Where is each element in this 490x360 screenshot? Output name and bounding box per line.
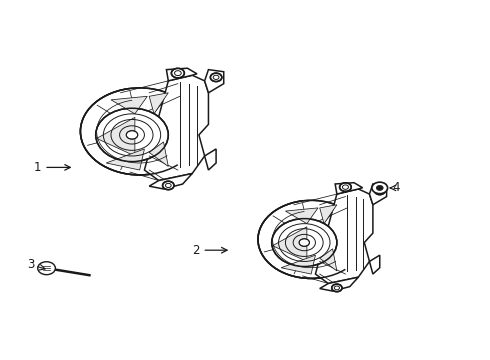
Circle shape bbox=[340, 183, 351, 192]
Text: 4: 4 bbox=[392, 181, 399, 194]
Text: 2: 2 bbox=[193, 244, 200, 257]
Circle shape bbox=[96, 108, 169, 162]
Polygon shape bbox=[149, 93, 169, 114]
Polygon shape bbox=[369, 255, 380, 274]
Circle shape bbox=[38, 262, 55, 275]
Circle shape bbox=[332, 284, 342, 292]
Polygon shape bbox=[149, 142, 169, 166]
Polygon shape bbox=[167, 68, 197, 81]
Polygon shape bbox=[145, 75, 208, 180]
Polygon shape bbox=[97, 117, 135, 156]
Polygon shape bbox=[272, 227, 307, 261]
Polygon shape bbox=[205, 149, 216, 170]
Polygon shape bbox=[285, 208, 318, 224]
Circle shape bbox=[163, 181, 174, 190]
Polygon shape bbox=[319, 205, 337, 224]
Polygon shape bbox=[319, 277, 358, 291]
Circle shape bbox=[271, 219, 337, 266]
Circle shape bbox=[372, 182, 388, 194]
Circle shape bbox=[299, 239, 310, 246]
Polygon shape bbox=[319, 249, 337, 271]
Circle shape bbox=[172, 68, 184, 78]
Polygon shape bbox=[149, 174, 192, 189]
Text: 3: 3 bbox=[26, 258, 34, 271]
Polygon shape bbox=[369, 184, 387, 205]
Circle shape bbox=[258, 200, 365, 279]
Polygon shape bbox=[106, 149, 145, 170]
Polygon shape bbox=[316, 189, 373, 284]
Text: 1: 1 bbox=[34, 161, 42, 174]
Polygon shape bbox=[111, 96, 147, 114]
Polygon shape bbox=[335, 183, 363, 194]
Circle shape bbox=[80, 88, 199, 175]
Circle shape bbox=[376, 185, 383, 190]
Polygon shape bbox=[205, 69, 224, 93]
Circle shape bbox=[126, 131, 138, 139]
Circle shape bbox=[375, 187, 385, 195]
Circle shape bbox=[210, 73, 222, 82]
Polygon shape bbox=[281, 255, 316, 274]
